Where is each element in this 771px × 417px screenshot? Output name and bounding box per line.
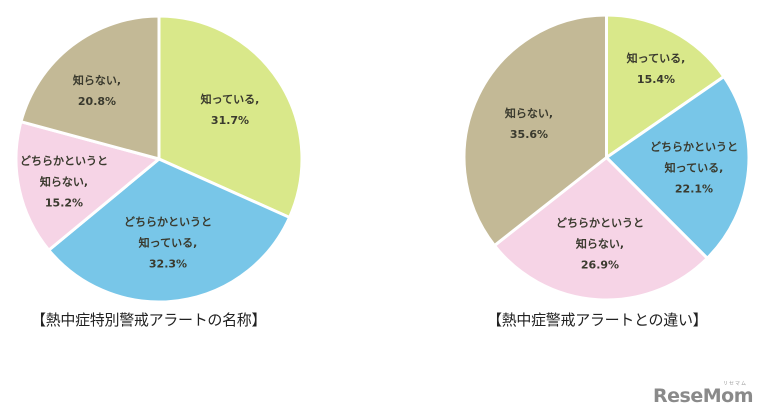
pie-slice [462,13,608,248]
slice-label-right-somewhat-know: どちらかというと 知っている, 22.1% [650,140,738,196]
slice-label-left-know: 知っている, 31.7% [200,93,260,127]
caption-left: 【熱中症特別警戒アラートの名称】 [31,311,267,329]
caption-right: 【熱中症警戒アラートとの違い】 [487,311,708,329]
pie-slice [19,14,161,161]
pie-slice [492,156,709,302]
pie-chart-left [14,14,304,304]
resemom-logo: ReseMom リセマム [653,381,753,407]
slice-label-right-somewhat-not-know: どちらかというと 知らない, 26.9% [556,216,644,272]
logo-subtext: リセマム [722,381,747,387]
slice-label-left-somewhat-not-know: どちらかというと 知らない, 15.2% [20,154,108,210]
pie-slice [14,120,161,252]
pie-slice [605,13,726,159]
slice-label-left-not-know: 知らない, 20.8% [72,74,122,108]
pie-chart-right [462,13,751,302]
pie-slice [605,75,751,260]
pie-slice [47,157,292,304]
pie-slice [157,14,304,219]
slice-label-left-somewhat-know: どちらかというと 知っている, 32.3% [124,215,212,271]
slice-label-right-know: 知っている, 15.4% [626,52,686,86]
slice-label-right-not-know: 知らない, 35.6% [504,107,554,141]
